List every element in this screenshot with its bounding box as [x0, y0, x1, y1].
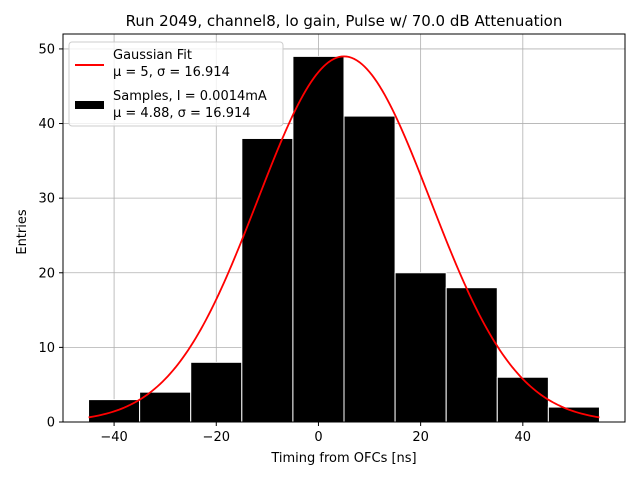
legend-samples-params: μ = 4.88, σ = 16.914: [113, 106, 251, 121]
histogram-bar: [394, 272, 447, 423]
histogram-bar: [190, 361, 243, 423]
histogram-bar: [139, 391, 192, 423]
legend-fit-label: Gaussian Fit: [113, 48, 192, 63]
histogram-bar: [343, 115, 396, 423]
plot-frame: [62, 33, 626, 423]
histogram-bars: [88, 55, 600, 423]
histogram-bar: [292, 55, 345, 423]
y-tick-label: 30: [38, 192, 55, 207]
y-tick-label: 50: [38, 42, 55, 57]
x-tick-label: −20: [203, 430, 230, 445]
chart-title: Run 2049, channel8, lo gain, Pulse w/ 70…: [126, 12, 563, 30]
legend-samples-swatch: [75, 101, 104, 109]
x-tick-label: 20: [412, 430, 429, 445]
legend: Gaussian Fit μ = 5, σ = 16.914 Samples, …: [68, 41, 284, 127]
legend-box: [68, 41, 284, 127]
histogram-bar: [445, 287, 498, 423]
y-tick-label: 0: [47, 416, 55, 431]
x-tick-label: 0: [314, 430, 322, 445]
histogram-bar: [547, 406, 600, 423]
legend-samples-label: Samples, I = 0.0014mA: [113, 89, 267, 104]
y-tick-label: 10: [38, 341, 55, 356]
legend-fit-params: μ = 5, σ = 16.914: [113, 65, 230, 80]
x-axis-label: Timing from OFCs [ns]: [270, 451, 416, 466]
gaussian-fit-curve: [88, 55, 600, 419]
histogram-bar: [241, 137, 294, 423]
histogram-bar: [496, 376, 549, 423]
axis-ticks: −40 −20 0 20 40 0 10 20 30 40 50: [38, 42, 531, 445]
x-tick-label: 40: [515, 430, 532, 445]
y-tick-label: 40: [38, 117, 55, 132]
y-axis-label: Entries: [15, 209, 30, 255]
y-tick-label: 20: [38, 266, 55, 281]
x-tick-label: −40: [100, 430, 127, 445]
